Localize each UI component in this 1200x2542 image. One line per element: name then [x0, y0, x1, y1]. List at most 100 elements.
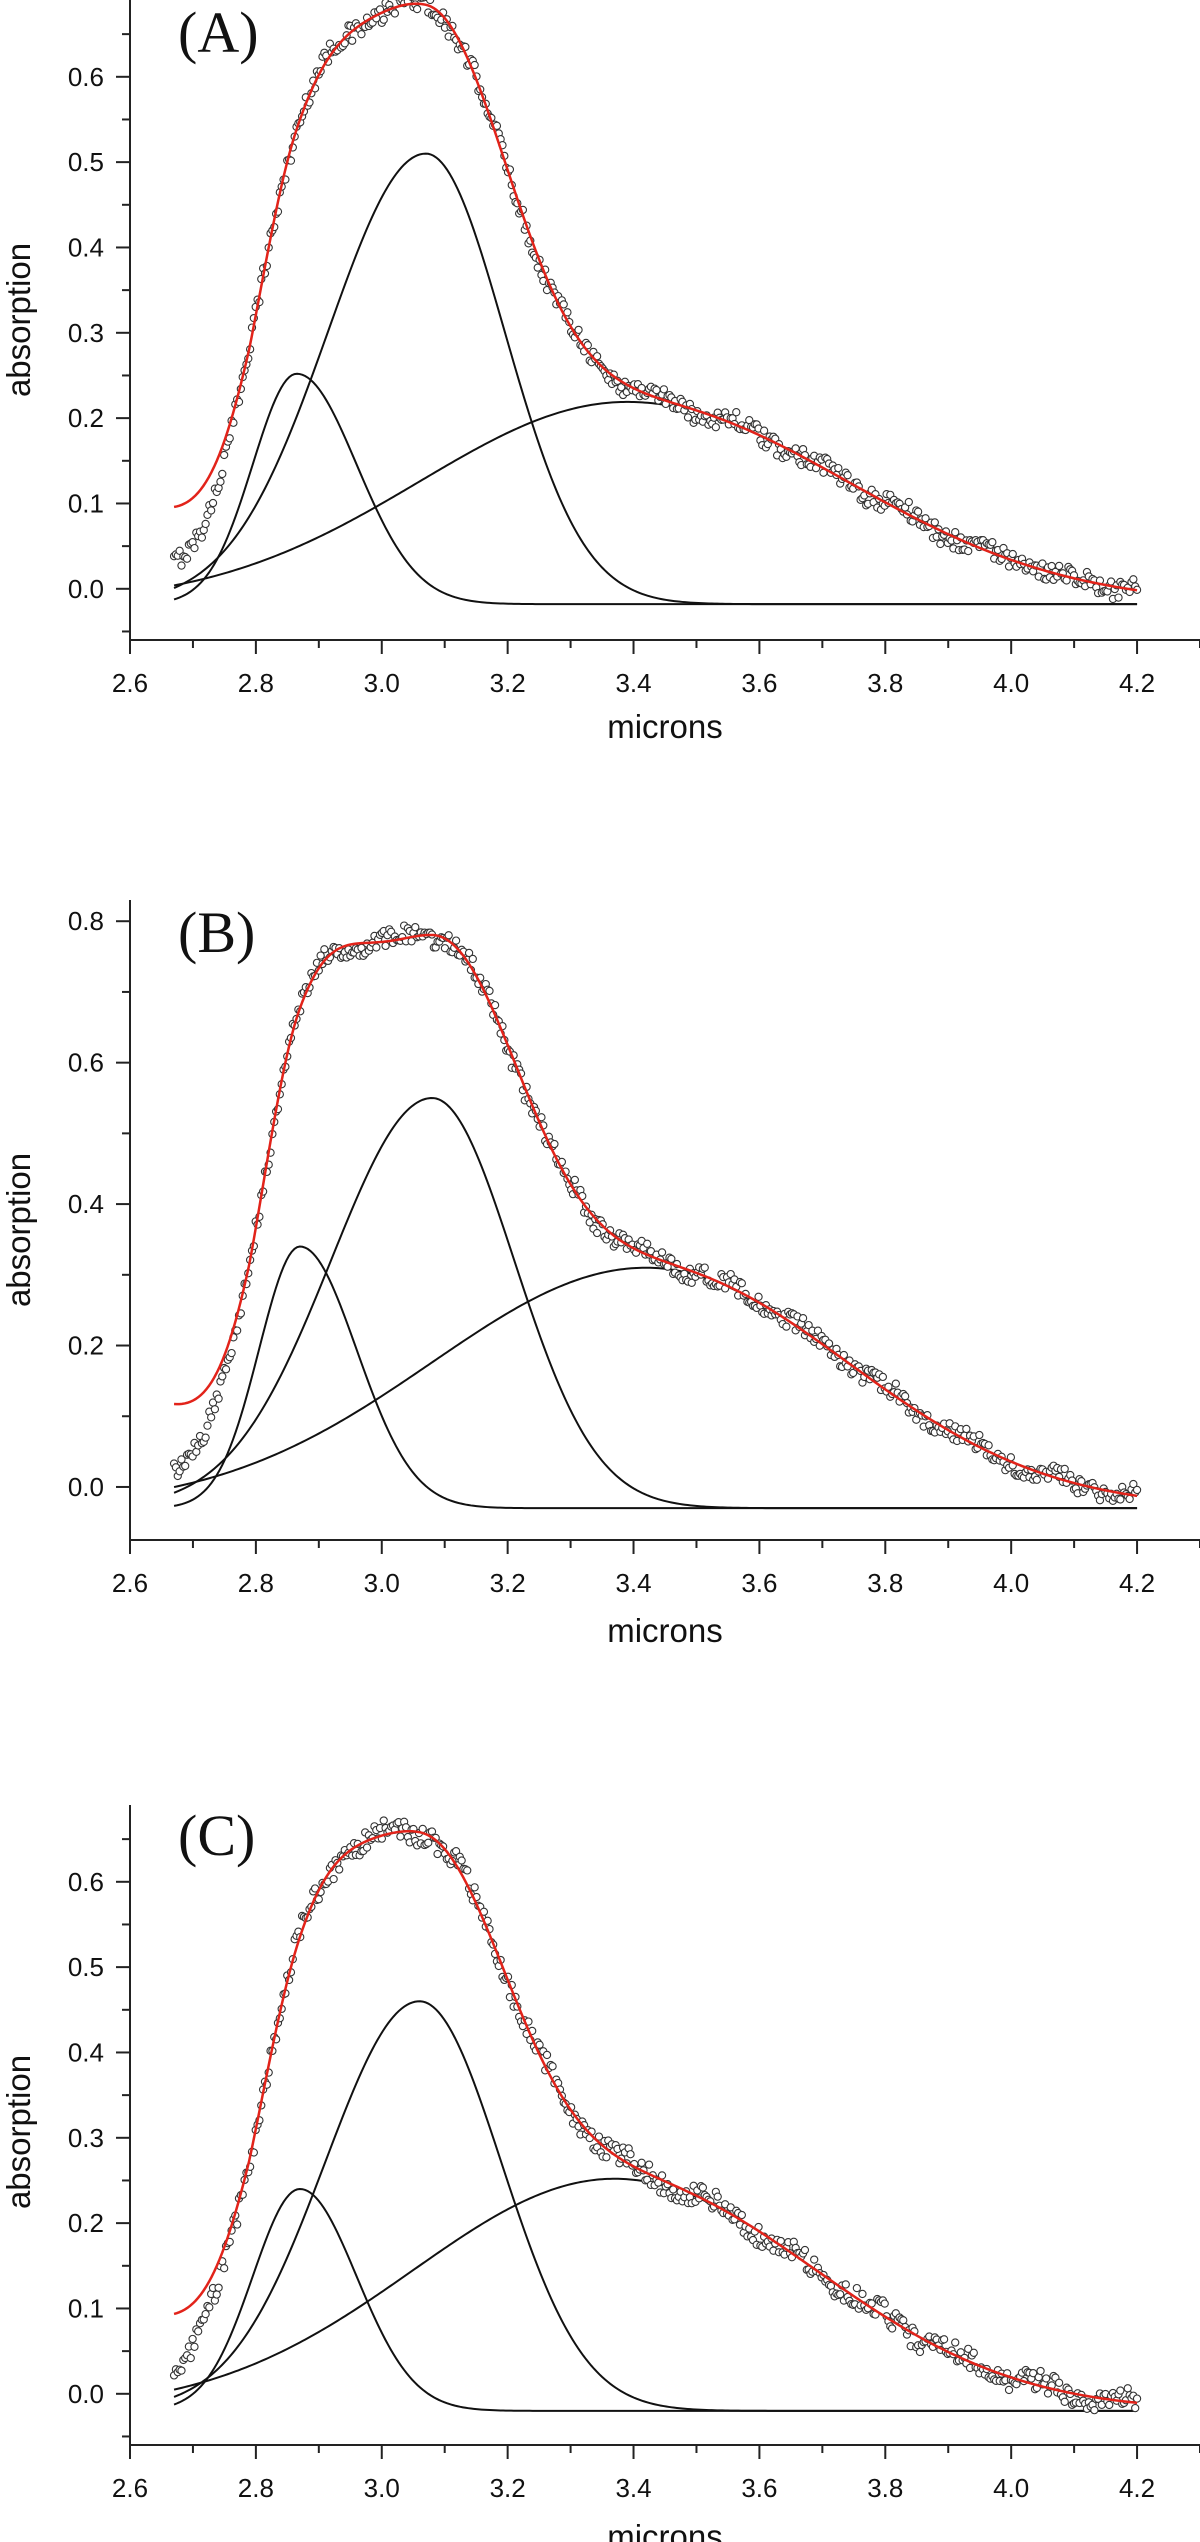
observed-point — [372, 943, 381, 952]
observed-point — [218, 469, 227, 479]
observed-point — [444, 931, 453, 940]
observed-point — [659, 385, 669, 394]
x-tick-label: 4.0 — [993, 1568, 1029, 1598]
total-fit-curve — [173, 1829, 1138, 2405]
observed-point — [1004, 2385, 1014, 2395]
x-tick-label: 2.6 — [112, 1568, 148, 1598]
total-fit-curve — [173, 933, 1138, 1498]
observed-point — [212, 2290, 221, 2299]
y-tick-label: 0.1 — [68, 488, 104, 518]
observed-point — [969, 2348, 978, 2357]
observed-point — [1132, 1485, 1142, 1495]
y-tick-label: 0.3 — [68, 318, 104, 348]
observed-point — [335, 1865, 344, 1874]
panel-a: (A) microns absorption 2.6 2.8 3.0 3.2 3.4 3.… — [0, 0, 1200, 745]
observed-point — [878, 1372, 888, 1382]
observed-point — [915, 2347, 925, 2357]
observed-point — [936, 539, 945, 549]
observed-point — [464, 948, 474, 958]
x-tick-label: 4.0 — [993, 668, 1029, 698]
observed-point — [186, 2353, 195, 2363]
observed-point — [1116, 2386, 1125, 2395]
y-tick-label: 0.3 — [68, 2123, 104, 2153]
y-tick-label: 0.6 — [68, 1048, 104, 1078]
observed-point — [381, 941, 390, 951]
y-tick-label: 0.1 — [68, 2293, 104, 2323]
observed-point — [1129, 575, 1138, 584]
observed-point — [900, 1392, 910, 1401]
observed-point — [316, 951, 325, 960]
observed-point — [939, 2335, 949, 2344]
x-tick-label: 4.0 — [993, 2473, 1029, 2503]
panel-b-xlabel: microns — [607, 1612, 723, 1649]
panel-a-ylabel: absorption — [0, 243, 37, 397]
observed-point — [1054, 561, 1064, 571]
observed-point — [190, 543, 199, 553]
observed-point — [700, 1263, 709, 1272]
observed-point — [468, 954, 477, 964]
component-curve-2 — [173, 2000, 1138, 2412]
observed-point — [570, 1175, 579, 1185]
observed-point — [737, 2210, 746, 2220]
observed-point — [754, 1292, 763, 1301]
observed-point — [205, 2303, 214, 2312]
y-tick-label: 0.0 — [68, 2379, 104, 2409]
component-curve-2 — [173, 152, 1138, 606]
observed-point — [451, 1847, 461, 1856]
y-tick-label: 0.2 — [68, 2208, 104, 2238]
observed-point — [559, 300, 568, 309]
observed-point — [880, 2299, 889, 2308]
observed-point — [201, 519, 210, 529]
observed-point — [201, 2309, 210, 2319]
observed-point — [390, 9, 400, 18]
observed-point — [542, 2050, 552, 2060]
observed-point — [1116, 1495, 1125, 1504]
observed-point — [956, 2348, 965, 2357]
observed-point — [951, 2338, 960, 2347]
y-tick-label: 0.2 — [68, 1331, 104, 1361]
y-tick-label: 0.6 — [68, 1867, 104, 1897]
observed-point — [904, 497, 913, 507]
observed-point — [194, 2327, 203, 2336]
x-tick-label: 3.0 — [364, 1568, 400, 1598]
total-fit-curve — [173, 2, 1138, 592]
observed-point — [975, 1430, 984, 1440]
observed-point — [1036, 2366, 1045, 2376]
observed-point — [379, 1816, 388, 1825]
observed-point — [1043, 2389, 1053, 2398]
y-tick-label: 0.4 — [68, 2037, 104, 2067]
observed-point — [485, 986, 494, 996]
observed-point — [951, 528, 960, 537]
observed-point — [221, 1365, 231, 1374]
observed-point — [1131, 2403, 1140, 2413]
x-tick-label: 3.4 — [615, 1568, 651, 1598]
panel-b-label: (B) — [178, 900, 255, 965]
observed-point — [182, 554, 192, 563]
observed-point — [550, 1139, 559, 1149]
observed-point — [887, 2324, 897, 2333]
observed-point — [964, 546, 973, 556]
observed-point — [1054, 2378, 1064, 2387]
observed-point — [411, 923, 420, 932]
observed-point — [1123, 2384, 1132, 2393]
observed-point — [858, 2289, 867, 2299]
observed-point — [396, 1832, 405, 1841]
observed-point — [1125, 1494, 1134, 1504]
observed-point — [227, 1348, 236, 1358]
x-tick-label: 3.0 — [364, 2473, 400, 2503]
observed-point — [602, 2153, 611, 2162]
panel-b: (B) microns absorption 2.6 2.8 3.0 3.2 3.4 3.… — [0, 900, 1200, 1649]
observed-point — [320, 945, 329, 954]
x-tick-label: 3.8 — [867, 1568, 903, 1598]
panel-c: (C) microns absorption 2.6 2.8 3.0 3.2 3.4 3.… — [0, 1803, 1200, 2542]
y-tick-label: 0.5 — [68, 1952, 104, 1982]
observed-point — [1038, 559, 1047, 568]
observed-point — [218, 1372, 227, 1381]
observed-point — [804, 1320, 813, 1330]
observed-point — [190, 2342, 199, 2351]
observed-point — [548, 2062, 557, 2071]
observed-point — [214, 2283, 223, 2292]
observed-point — [1060, 1464, 1069, 1474]
observed-point — [1060, 2397, 1069, 2406]
observed-point — [220, 450, 229, 460]
